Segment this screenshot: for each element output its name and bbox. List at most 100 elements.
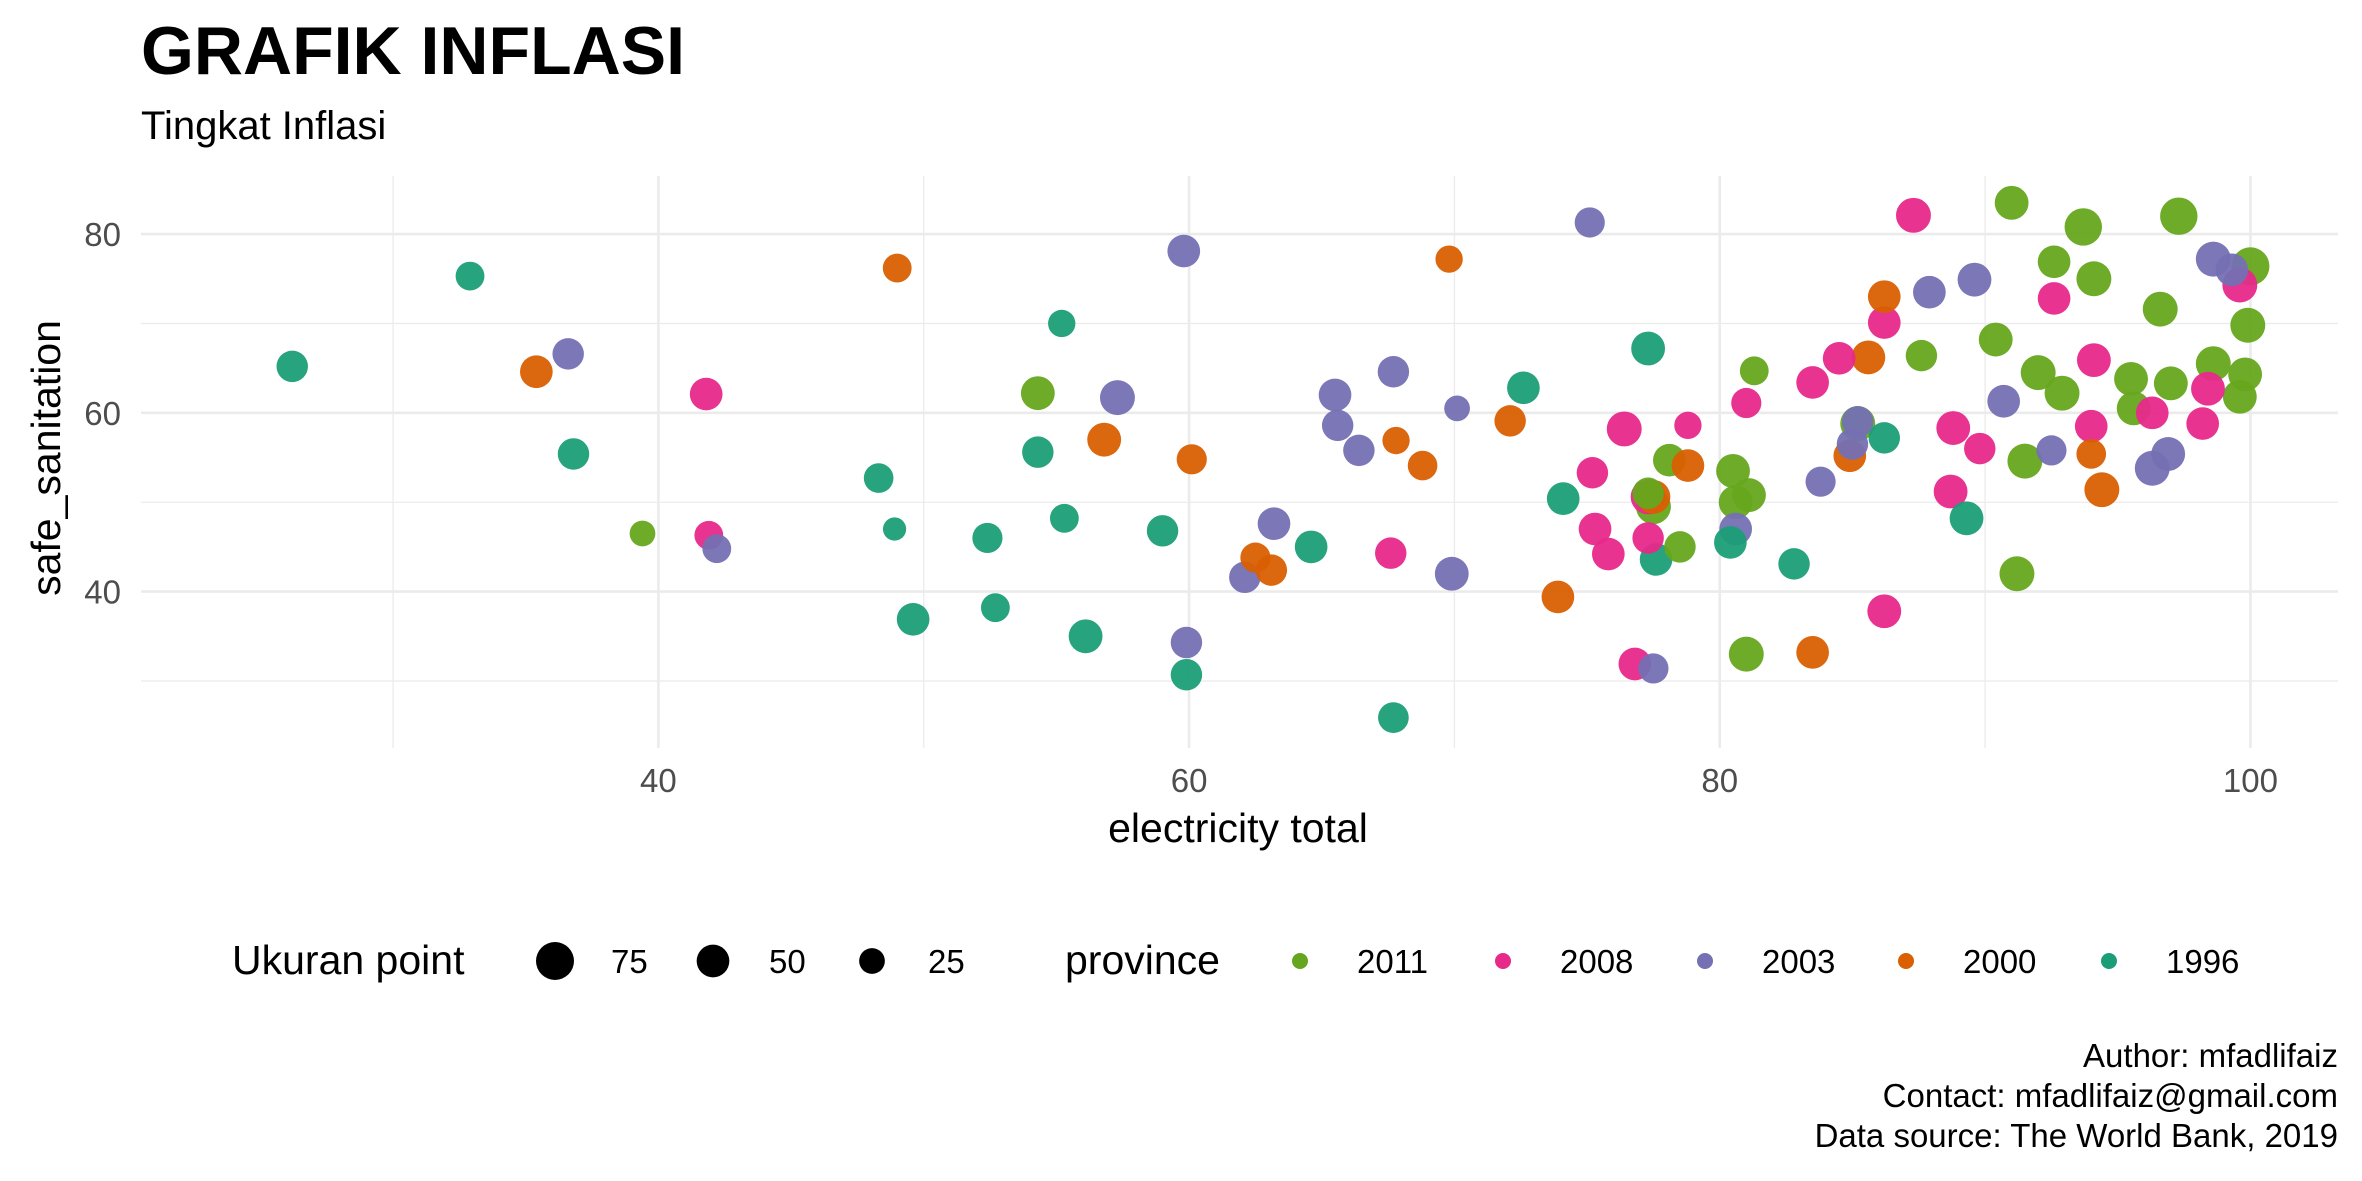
- data-point-2008: [1674, 411, 1702, 440]
- data-point-2011: [1905, 339, 1938, 372]
- data-point-2008: [2191, 371, 2225, 406]
- caption: Author: mfadlifaiz Contact: mfadlifaiz@g…: [1815, 1036, 2338, 1156]
- data-point-2011: [2064, 208, 2102, 246]
- y-tick-label: 80: [84, 216, 121, 253]
- data-points: [276, 185, 2270, 733]
- size-legend-label: 25: [928, 943, 965, 980]
- data-point-2000: [1176, 444, 1207, 475]
- data-point-2003: [1377, 355, 1410, 388]
- data-point-1996: [863, 463, 894, 493]
- data-point-2011: [2007, 443, 2043, 479]
- data-point-2000: [1671, 449, 1705, 482]
- chart-title: GRAFIK INFLASI: [141, 13, 685, 89]
- data-point-2003: [1957, 262, 1992, 297]
- data-point-2011: [2160, 197, 2198, 235]
- data-point-2008: [2135, 396, 2169, 430]
- data-point-2003: [1805, 466, 1836, 497]
- chart-subtitle: Tingkat Inflasi: [141, 104, 387, 148]
- size-legend-label: 50: [769, 943, 806, 980]
- color-legend-label: 2011: [1357, 943, 1428, 980]
- data-point-2011: [2142, 291, 2178, 327]
- axis-ticks: 40 60 80 100 40 60 80: [84, 216, 2278, 799]
- data-point-1996: [455, 261, 485, 291]
- data-point-2008: [2037, 282, 2071, 315]
- data-point-2011: [1728, 636, 1764, 672]
- color-legend-label: 2003: [1762, 943, 1835, 980]
- data-point-2003: [1638, 653, 1669, 684]
- data-point-2008: [1964, 432, 1996, 465]
- caption-source: Data source: The World Bank, 2019: [1814, 1117, 2338, 1154]
- data-point-2003: [1987, 384, 2021, 418]
- size-legend-key: [859, 948, 885, 974]
- color-legend-key-2011: [1292, 953, 1308, 969]
- x-tick-label: 80: [1701, 762, 1738, 799]
- data-point-2011: [1732, 478, 1766, 512]
- color-legend-label: 2000: [1963, 943, 2036, 980]
- data-point-1996: [882, 517, 907, 541]
- data-point-2011: [1632, 477, 1664, 510]
- data-point-2011: [2228, 357, 2263, 392]
- data-point-2011: [2020, 355, 2056, 391]
- data-point-1996: [1631, 331, 1666, 366]
- data-point-2003: [1444, 395, 1470, 422]
- data-point-1996: [557, 438, 590, 470]
- data-point-2011: [2114, 361, 2148, 396]
- data-point-2003: [1321, 409, 1354, 442]
- data-point-2000: [1240, 542, 1271, 573]
- data-point-2011: [1739, 356, 1769, 386]
- data-point-2000: [520, 355, 553, 389]
- data-point-2000: [2084, 472, 2120, 508]
- data-point-2000: [1382, 426, 1410, 455]
- data-point-1996: [1068, 619, 1103, 654]
- data-point-1996: [896, 602, 930, 636]
- x-tick-label: 40: [640, 762, 677, 799]
- data-point-1996: [1048, 309, 1076, 338]
- color-legend-key-2003: [1697, 953, 1713, 969]
- data-point-2003: [1318, 378, 1352, 412]
- data-point-2003: [1099, 380, 1135, 416]
- y-axis-title: safe_sanitation: [23, 320, 69, 596]
- data-point-2008: [1867, 594, 1902, 629]
- data-point-2011: [1978, 322, 2013, 357]
- data-point-2003: [2036, 435, 2067, 466]
- data-point-1996: [1868, 422, 1901, 454]
- data-point-2011: [1020, 376, 1055, 411]
- data-point-2003: [702, 534, 732, 564]
- data-point-1996: [1714, 526, 1747, 559]
- data-point-2003: [1913, 275, 1946, 309]
- data-point-1996: [1378, 702, 1409, 733]
- color-legend-key-1996: [2101, 953, 2117, 969]
- data-point-2003: [2151, 437, 2186, 471]
- data-point-2000: [2076, 439, 2107, 469]
- data-point-1996: [1146, 515, 1179, 547]
- data-point-2008: [1578, 512, 1612, 546]
- data-point-2008: [2186, 407, 2220, 440]
- legend: Ukuran point province 75 50 25 2011 2008 2003…: [232, 937, 2239, 983]
- data-point-2011: [2230, 307, 2266, 343]
- y-tick-label: 60: [84, 395, 121, 432]
- data-point-2008: [1867, 306, 1901, 339]
- data-point-2000: [882, 253, 912, 283]
- size-legend-key: [536, 942, 574, 980]
- data-point-1996: [1778, 548, 1810, 580]
- data-point-2008: [1606, 411, 1642, 447]
- data-point-1996: [1546, 482, 1580, 515]
- data-point-1996: [1949, 501, 1984, 536]
- data-point-1996: [972, 522, 1003, 554]
- data-point-2000: [1851, 340, 1886, 375]
- color-legend-title: province: [1065, 937, 1220, 983]
- data-point-2008: [1933, 474, 1968, 509]
- data-point-2011: [1999, 556, 2035, 592]
- data-point-2003: [1434, 556, 1469, 591]
- size-legend-key: [696, 944, 730, 978]
- data-point-2008: [1375, 537, 1407, 569]
- data-point-2008: [1822, 341, 1856, 375]
- data-point-2008: [1731, 387, 1762, 419]
- data-point-2008: [2076, 343, 2111, 378]
- data-point-2008: [2074, 409, 2108, 443]
- x-tick-label: 100: [2223, 762, 2278, 799]
- data-point-2011: [2076, 261, 2112, 297]
- data-point-2008: [689, 377, 723, 411]
- data-point-1996: [1294, 530, 1328, 564]
- x-tick-label: 60: [1171, 762, 1208, 799]
